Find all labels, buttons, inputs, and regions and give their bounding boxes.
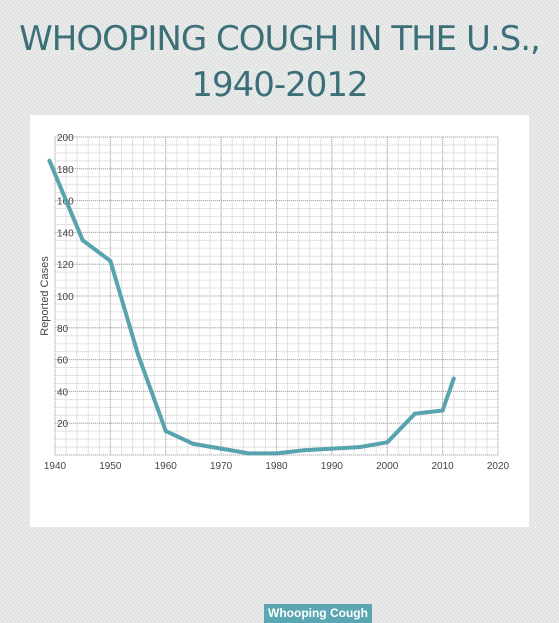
y-tick-label: 140 [57, 228, 74, 239]
x-tick-label: 1970 [210, 461, 233, 472]
data-point [451, 376, 456, 381]
data-point [108, 259, 113, 264]
data-point [219, 446, 224, 451]
x-tick-label: 2010 [432, 461, 455, 472]
data-point [191, 441, 196, 446]
x-tick-label: 1990 [321, 461, 344, 472]
y-tick-label: 200 [57, 133, 74, 144]
x-tick-label: 2020 [487, 461, 510, 472]
x-axis-ticks: 1940 1950 1960 1970 1980 1990 2000 2010 2020 [44, 461, 510, 472]
data-point [329, 446, 334, 451]
data-point [357, 445, 362, 450]
data-point [163, 429, 168, 434]
y-tick-label: 100 [57, 292, 74, 303]
y-tick-label: 20 [57, 419, 69, 430]
y-tick-label: 180 [57, 165, 74, 176]
y-tick-label: 40 [57, 387, 69, 398]
legend-item-whooping-cough[interactable]: Whooping Cough [264, 604, 372, 623]
x-tick-label: 1980 [265, 461, 288, 472]
x-tick-label: 1950 [99, 461, 122, 472]
major-grid [54, 136, 499, 456]
data-point [80, 238, 85, 243]
chart-panel: 20 40 60 80 100 120 140 160 180 200 1940 1950 1960 1… [30, 115, 529, 623]
chart-title-line-2: 1940-2012 [191, 65, 368, 105]
data-point [274, 451, 279, 456]
data-point [136, 352, 141, 357]
chart-title: WHOOPING COUGH IN THE U.S., 1940-2012 [0, 16, 559, 108]
series-layer [47, 158, 456, 456]
data-point [302, 448, 307, 453]
data-point [440, 408, 445, 413]
x-tick-label: 1940 [44, 461, 67, 472]
data-point [47, 158, 52, 163]
data-point [246, 451, 251, 456]
y-tick-label: 120 [57, 260, 74, 271]
y-axis-label: Reported Cases [39, 256, 51, 336]
data-point [385, 440, 390, 445]
x-tick-label: 1960 [155, 461, 178, 472]
data-point [412, 411, 417, 416]
y-tick-label: 60 [57, 356, 69, 367]
series-line-whooping-cough [47, 158, 456, 456]
y-tick-label: 80 [57, 324, 69, 335]
chart-title-line-1: WHOOPING COUGH IN THE U.S., [19, 19, 541, 59]
x-tick-label: 2000 [376, 461, 399, 472]
